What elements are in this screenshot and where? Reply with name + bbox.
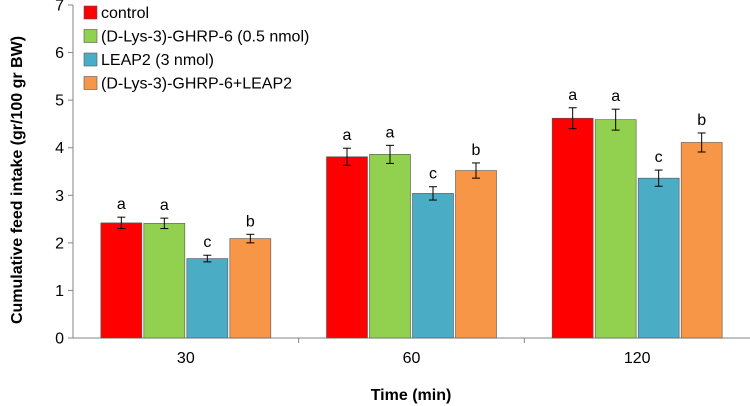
legend-label: LEAP2 (3 nmol) <box>101 52 214 69</box>
y-axis-title-group: Cumulative feed intake (gr/100 gr BW) <box>9 36 26 324</box>
legend: control (D-Lys-3)-GHRP-6 (0.5 nmol) LEAP2 … <box>83 5 309 93</box>
x-tick-label: 120 <box>624 350 651 367</box>
bar <box>637 177 680 339</box>
bar <box>412 193 454 339</box>
data-label: a <box>386 124 395 141</box>
y-tick-label: 3 <box>55 188 64 205</box>
bar <box>100 222 143 339</box>
y-tick-label: 2 <box>55 235 64 252</box>
y-tick-label: 5 <box>55 93 64 110</box>
y-tick-label: 7 <box>55 0 64 15</box>
y-tick-label: 6 <box>55 45 64 62</box>
bar <box>229 238 272 339</box>
bar <box>455 170 497 339</box>
y-tick-label: 1 <box>55 283 64 300</box>
y-axis-title: Cumulative feed intake (gr/100 gr BW) <box>9 36 26 324</box>
bar <box>143 223 186 339</box>
data-label: a <box>343 127 352 144</box>
data-label: a <box>611 88 620 105</box>
x-axis-title: Time (min) <box>371 387 452 404</box>
data-label: a <box>117 196 126 213</box>
bar <box>326 156 368 339</box>
legend-label: control <box>101 5 149 22</box>
data-label: a <box>160 197 169 214</box>
legend-swatch <box>83 76 98 90</box>
data-label: a <box>568 87 577 104</box>
bar <box>186 258 229 339</box>
data-label: b <box>697 112 706 129</box>
data-label: c <box>655 149 663 166</box>
legend-swatch <box>83 29 98 43</box>
data-label: c <box>429 166 437 183</box>
x-tick-label: 30 <box>177 350 195 367</box>
data-label: b <box>472 142 481 159</box>
bar <box>594 119 637 339</box>
y-tick-label: 4 <box>55 140 64 157</box>
bar <box>369 154 411 339</box>
plot-area: 0 1 2 3 4 5 6 7 30 60 120 a a a a a a c c c b b b <box>55 0 750 367</box>
data-label: c <box>203 234 211 251</box>
legend-swatch <box>83 52 98 67</box>
legend-label: (D-Lys-3)-GHRP-6+LEAP2 <box>101 76 292 93</box>
bar <box>551 117 594 339</box>
legend-label: (D-Lys-3)-GHRP-6 (0.5 nmol) <box>101 29 309 46</box>
bar <box>680 142 723 339</box>
x-tick-label: 60 <box>403 350 421 367</box>
legend-swatch <box>83 5 98 20</box>
y-tick-label: 0 <box>55 331 64 348</box>
data-label: b <box>246 213 255 230</box>
